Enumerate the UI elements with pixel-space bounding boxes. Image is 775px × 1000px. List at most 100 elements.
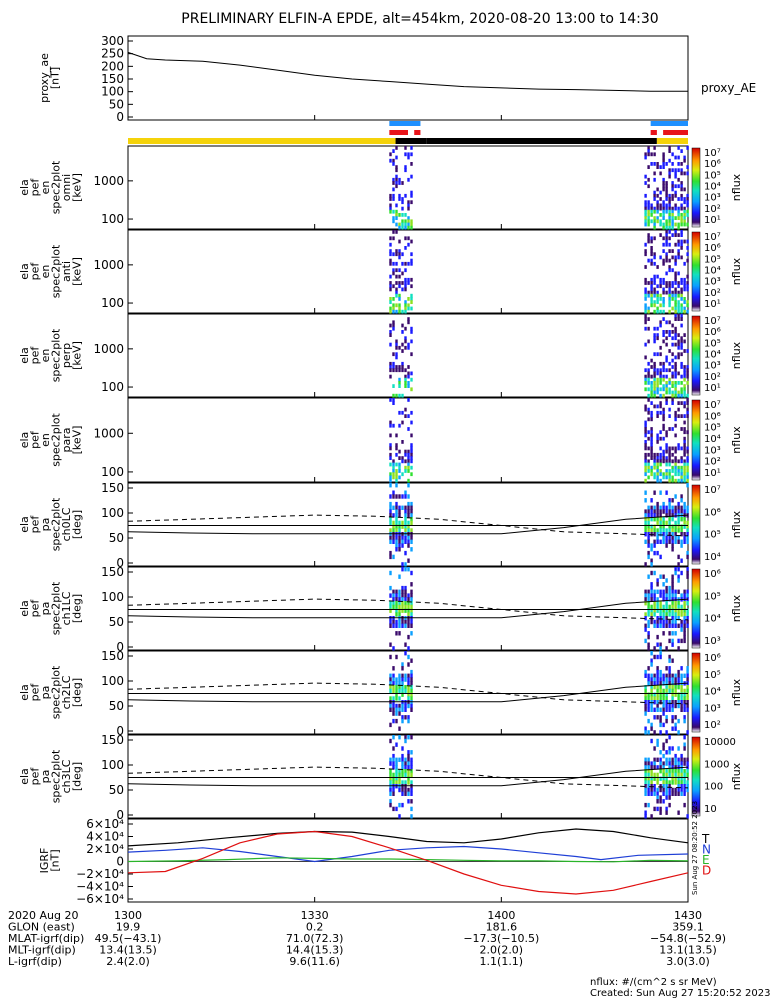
- spectrogram-cell: [677, 339, 680, 344]
- spectrogram-cell: [395, 623, 398, 628]
- spectrogram-cell: [680, 323, 683, 328]
- spectrogram-cell: [656, 513, 659, 518]
- spectrogram-cell: [653, 673, 656, 678]
- spectrogram-cell: [647, 554, 650, 560]
- spectrogram-cell: [662, 787, 665, 793]
- spectrogram-cell: [407, 462, 410, 467]
- spectrogram-cell: [653, 761, 656, 766]
- y-tick-label: 100: [101, 212, 124, 226]
- spectrogram-cell: [665, 791, 668, 796]
- spectrogram-cell: [677, 730, 680, 735]
- spectrogram-cell: [410, 692, 413, 697]
- spectrogram-cell: [410, 597, 413, 602]
- spectrogram-cell: [389, 274, 392, 279]
- spectrogram-cell: [659, 478, 662, 483]
- y-axis-label: pef: [29, 767, 42, 786]
- spectrogram-cell: [647, 700, 650, 705]
- spectrogram-cell: [677, 638, 680, 644]
- spectrogram-cell: [674, 171, 677, 176]
- spectrogram-cell: [401, 393, 404, 398]
- spectrogram-cell: [389, 673, 392, 678]
- spectrogram-cell: [671, 593, 674, 598]
- spectrogram-cell: [656, 505, 659, 510]
- spectrogram-cell: [674, 539, 677, 544]
- spectrogram-cell: [671, 268, 674, 273]
- daynight-segment: [426, 138, 657, 144]
- spectrogram-cell: [647, 597, 650, 602]
- spectrogram-cell: [677, 317, 680, 321]
- spectrogram-cell: [677, 255, 680, 260]
- spectrogram-cell: [683, 209, 686, 214]
- spectrogram-cell: [680, 456, 683, 460]
- spectrogram-cell: [656, 377, 659, 382]
- spectrogram-cell: [389, 593, 392, 598]
- spectrogram-cell: [680, 187, 683, 192]
- spectrogram-cell: [653, 255, 656, 260]
- spectrogram-cell: [650, 570, 653, 576]
- spectrogram-cell: [389, 780, 392, 785]
- spectrogram-cell: [668, 213, 671, 217]
- spectrogram-cell: [398, 703, 401, 709]
- spectrogram-cell: [668, 791, 671, 796]
- spectrogram-cell: [410, 465, 413, 470]
- spectrogram-cell: [395, 517, 398, 522]
- colorbar-tick: 10⁵: [704, 338, 721, 349]
- y-tick-label: 0: [116, 110, 124, 124]
- spectrogram-cell: [674, 255, 677, 260]
- spectrogram-cell: [404, 377, 407, 382]
- spectrogram-cell: [401, 772, 404, 778]
- panel-ch2: elapefpaspec2plotch2LC[deg]15010050010⁶1…: [18, 649, 743, 738]
- spectrogram-cell: [389, 423, 392, 428]
- spectrogram-cell: [668, 757, 671, 762]
- spectrogram-cell: [395, 261, 398, 266]
- spectrogram-cell: [683, 627, 686, 632]
- spectrogram-cell: [389, 791, 392, 796]
- spectrogram-cell: [407, 152, 410, 157]
- spectrogram-cell: [410, 330, 413, 334]
- spectrogram-cell: [644, 472, 647, 477]
- spectrogram-cell: [404, 642, 407, 647]
- spectrogram-cell: [395, 528, 398, 533]
- spectrogram-cell: [389, 681, 392, 686]
- spectrogram-cell: [656, 765, 659, 770]
- y-axis-label: perp: [60, 343, 73, 368]
- spectrogram-cell: [677, 604, 680, 610]
- spectrogram-cell: [674, 570, 677, 576]
- spectrogram-cell: [392, 673, 395, 678]
- spectrogram-cell: [404, 303, 407, 308]
- spectrogram-cell: [656, 193, 659, 198]
- spectrogram-cell: [395, 209, 398, 214]
- spectrogram-cell: [671, 401, 674, 405]
- spectrogram-cell: [404, 677, 407, 682]
- spectrogram-cell: [392, 149, 395, 153]
- spectrogram-cell: [650, 524, 653, 529]
- spectrogram-cell: [389, 483, 392, 488]
- spectrogram-cell: [671, 765, 674, 770]
- spectrogram-cell: [668, 608, 671, 613]
- spectrogram-cell: [410, 339, 413, 344]
- spectrogram-cell: [392, 326, 395, 331]
- spectrogram-cell: [401, 761, 404, 766]
- spectrogram-cell: [647, 765, 650, 770]
- spectrogram-cell: [389, 203, 392, 208]
- spectrogram-cell: [665, 780, 668, 785]
- spectrogram-cell: [659, 320, 662, 325]
- spectrogram-cell: [665, 236, 668, 241]
- spectrogram-cell: [662, 696, 665, 701]
- y-axis-label: ch0LC: [60, 507, 73, 541]
- spectrogram-cell: [389, 209, 392, 214]
- spectrogram-cell: [659, 685, 662, 690]
- spectrogram-cell: [398, 505, 401, 510]
- spectrogram-cell: [668, 528, 671, 533]
- spectrogram-cell: [686, 300, 689, 304]
- spectrogram-cell: [647, 258, 650, 263]
- spectrogram-cell: [677, 677, 680, 682]
- spectrogram-cell: [401, 440, 404, 444]
- spectrogram-cell: [404, 673, 407, 678]
- spectrogram-cell: [404, 585, 407, 591]
- spectrogram-cell: [401, 589, 404, 594]
- spectrogram-cell: [683, 443, 686, 447]
- spectrogram-cell: [665, 685, 668, 690]
- spectrogram-cell: [671, 589, 674, 594]
- spectrogram-cell: [410, 765, 413, 770]
